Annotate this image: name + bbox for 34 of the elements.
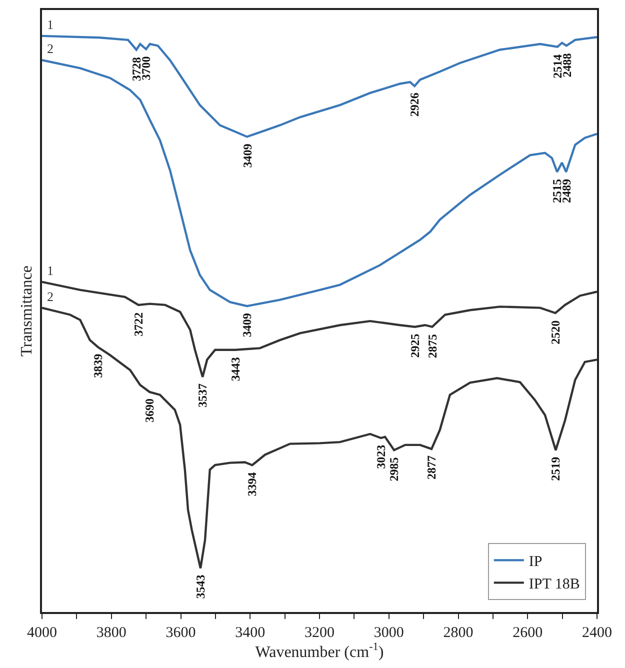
annotation: 3394 bbox=[245, 472, 260, 496]
annotation: 3690 bbox=[142, 398, 157, 422]
x-tick-label: 3000 bbox=[374, 624, 404, 641]
annotation: 2985 bbox=[386, 457, 401, 482]
annotation: 2875 bbox=[425, 334, 440, 358]
annotation: 2 bbox=[47, 289, 54, 304]
annotation: 2925 bbox=[408, 334, 422, 358]
annotation: 1 bbox=[47, 263, 54, 278]
x-axis-title: Wavenumber (cm$^{-1}$) bbox=[255, 641, 384, 661]
x-tick-label: 4000 bbox=[27, 624, 57, 641]
annotation: 2520 bbox=[548, 320, 562, 344]
legend-label: IPT 18B bbox=[528, 576, 580, 593]
annotation: 2877 bbox=[424, 456, 439, 480]
annotation: 1 bbox=[47, 17, 54, 32]
x-tick-label: 2400 bbox=[582, 624, 612, 641]
annotation: 3443 bbox=[228, 357, 242, 382]
annotation: 3537 bbox=[196, 384, 210, 408]
x-tick-label: 2600 bbox=[512, 624, 543, 641]
annotation: 3023 bbox=[374, 444, 388, 469]
annotation: 2519 bbox=[548, 456, 563, 481]
annotation: 3543 bbox=[193, 574, 208, 599]
annotation: 3409 bbox=[240, 313, 254, 338]
x-tick-label: 3800 bbox=[96, 624, 126, 641]
annotation: 2 bbox=[47, 41, 54, 56]
x-tick-label: 3400 bbox=[235, 624, 266, 641]
annotation: 3409 bbox=[240, 144, 254, 168]
annotation: 2926 bbox=[408, 92, 422, 117]
annotation: 3839 bbox=[90, 354, 105, 378]
x-tick-label: 3600 bbox=[166, 624, 196, 641]
y-axis-title: Transmittance bbox=[18, 266, 36, 356]
x-tick-label: 2800 bbox=[443, 624, 474, 641]
x-tick-label: 3200 bbox=[304, 624, 334, 641]
annotation: 3722 bbox=[131, 312, 146, 336]
legend-label: IP bbox=[528, 554, 542, 570]
